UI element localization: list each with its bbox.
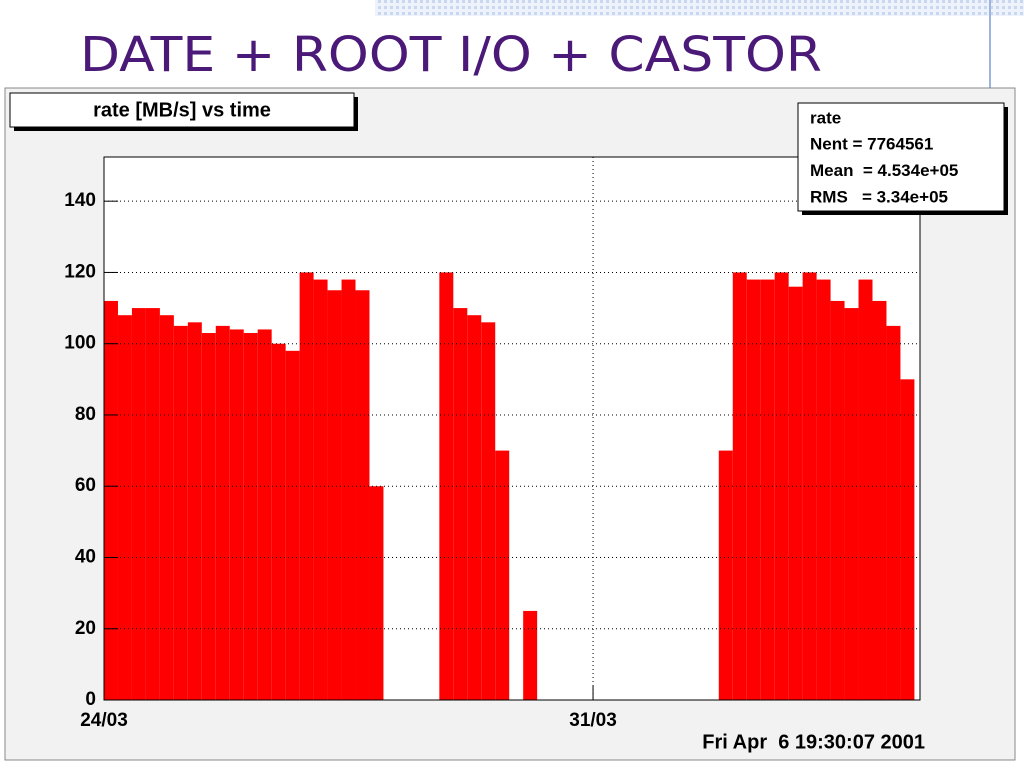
- title-box: [9, 92, 355, 128]
- bar: [369, 486, 384, 700]
- bar: [229, 329, 244, 700]
- y-tick-label: 80: [75, 404, 96, 425]
- bar: [844, 308, 859, 700]
- bar: [187, 322, 202, 700]
- stats-lines: Nent = 7764561 Mean = 4.534e+05 RMS = 3.34…: [810, 134, 958, 206]
- bar: [802, 272, 817, 700]
- bar: [145, 308, 160, 700]
- bar: [774, 272, 789, 700]
- x-tick-label: 31/03: [569, 710, 617, 731]
- bar: [858, 279, 873, 700]
- bar: [131, 308, 146, 700]
- timestamp: Fri Apr 6 19:30:07 2001: [702, 731, 925, 753]
- bar: [788, 286, 803, 700]
- bar: [439, 272, 454, 700]
- y-tick-label: 60: [75, 475, 96, 496]
- y-tick-label: 0: [85, 689, 96, 710]
- bar: [830, 300, 845, 700]
- bar: [495, 450, 510, 700]
- bar: [159, 315, 174, 700]
- y-tick-label: 120: [64, 261, 96, 282]
- stats-line: RMS = 3.34e+05: [810, 187, 948, 206]
- bar: [355, 290, 370, 700]
- bar: [104, 300, 118, 700]
- bar: [886, 325, 901, 700]
- bar: [760, 279, 775, 700]
- bar: [481, 322, 496, 700]
- bar: [900, 379, 915, 700]
- bar: [299, 272, 314, 700]
- bar: [523, 610, 538, 700]
- y-tick-label: 140: [64, 190, 96, 211]
- plot: [103, 157, 920, 701]
- chart-title: rate [MB/s] vs time: [93, 99, 271, 121]
- bar: [313, 279, 328, 700]
- bar: [718, 450, 733, 700]
- bar: [746, 279, 761, 700]
- x-tick-label: 24/03: [80, 710, 128, 731]
- stats-line: Nent = 7764561: [810, 134, 933, 153]
- bar: [215, 325, 230, 700]
- bar: [201, 333, 216, 700]
- bar: [453, 308, 468, 700]
- slide-decoration: [375, 0, 1024, 16]
- y-tick-label: 100: [64, 333, 96, 354]
- y-tick-label: 40: [75, 546, 96, 567]
- bar: [732, 272, 747, 700]
- bar: [285, 350, 300, 700]
- bar: [243, 333, 258, 700]
- plot-border: [103, 156, 921, 701]
- bar: [467, 315, 482, 700]
- stats-line: Mean = 4.534e+05: [810, 161, 958, 180]
- bar: [341, 279, 356, 700]
- stats-title: rate: [810, 108, 841, 127]
- bar: [816, 279, 831, 700]
- bar: [257, 329, 272, 700]
- bar: [327, 290, 342, 700]
- bar: [173, 325, 188, 700]
- y-tick-label: 20: [75, 618, 96, 639]
- bar: [872, 300, 887, 700]
- bar: [117, 315, 132, 700]
- stats-box: [797, 102, 1005, 212]
- bar: [271, 343, 286, 700]
- slide-title: DATE + ROOT I/O + CASTOR: [80, 27, 822, 83]
